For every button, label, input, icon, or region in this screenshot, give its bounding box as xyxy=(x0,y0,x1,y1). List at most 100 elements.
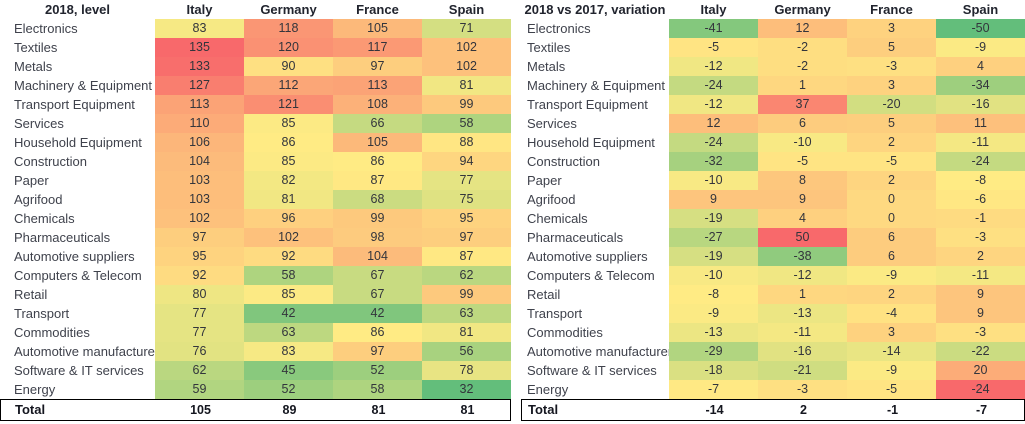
heatmap-cell[interactable]: -14 xyxy=(847,342,936,361)
row-label[interactable]: Metals xyxy=(527,59,566,74)
heatmap-cell[interactable]: 45 xyxy=(244,361,333,380)
heatmap-cell[interactable]: 118 xyxy=(244,19,333,38)
heatmap-cell[interactable]: 110 xyxy=(155,114,244,133)
row-label[interactable]: Textiles xyxy=(14,40,58,55)
heatmap-cell[interactable]: 77 xyxy=(155,323,244,342)
heatmap-cell[interactable]: 6 xyxy=(758,114,847,133)
row-label[interactable]: Retail xyxy=(527,287,561,302)
row-label[interactable]: Automotive suppliers xyxy=(527,249,648,264)
heatmap-cell[interactable]: 3 xyxy=(847,19,936,38)
heatmap-cell[interactable]: 94 xyxy=(422,152,511,171)
total-cell[interactable]: -14 xyxy=(705,403,724,417)
heatmap-cell[interactable]: 81 xyxy=(422,76,511,95)
heatmap-cell[interactable]: -10 xyxy=(758,133,847,152)
heatmap-cell[interactable]: 83 xyxy=(155,19,244,38)
heatmap-cell[interactable]: 85 xyxy=(244,152,333,171)
row-label[interactable]: Automotive suppliers xyxy=(14,249,135,264)
heatmap-cell[interactable]: 121 xyxy=(244,95,333,114)
row-label[interactable]: Construction xyxy=(527,154,600,169)
heatmap-cell[interactable]: -8 xyxy=(669,285,758,304)
heatmap-cell[interactable]: 77 xyxy=(155,304,244,323)
heatmap-cell[interactable]: 62 xyxy=(155,361,244,380)
heatmap-cell[interactable]: 9 xyxy=(758,190,847,209)
column-header-germany[interactable]: Germany xyxy=(774,2,831,17)
heatmap-cell[interactable]: 42 xyxy=(333,304,422,323)
heatmap-cell[interactable]: -20 xyxy=(847,95,936,114)
heatmap-cell[interactable]: 82 xyxy=(244,171,333,190)
row-label[interactable]: Computers & Telecom xyxy=(527,268,655,283)
heatmap-cell[interactable]: 4 xyxy=(936,57,1025,76)
heatmap-cell[interactable]: -32 xyxy=(669,152,758,171)
heatmap-cell[interactable]: -9 xyxy=(936,38,1025,57)
row-label[interactable]: Automotive manufacturers xyxy=(14,344,155,359)
heatmap-cell[interactable]: 5 xyxy=(847,38,936,57)
total-label[interactable]: Total xyxy=(15,402,46,417)
heatmap-cell[interactable]: 117 xyxy=(333,38,422,57)
heatmap-cell[interactable]: 67 xyxy=(333,285,422,304)
heatmap-cell[interactable]: 76 xyxy=(155,342,244,361)
column-header-france[interactable]: France xyxy=(356,2,399,17)
heatmap-cell[interactable]: 59 xyxy=(155,380,244,399)
heatmap-cell[interactable]: 2 xyxy=(847,133,936,152)
heatmap-cell[interactable]: 6 xyxy=(847,228,936,247)
heatmap-cell[interactable]: -13 xyxy=(758,304,847,323)
row-label[interactable]: Computers & Telecom xyxy=(14,268,142,283)
heatmap-cell[interactable]: 2 xyxy=(847,285,936,304)
row-label[interactable]: Pharmaceuticals xyxy=(527,230,624,245)
heatmap-cell[interactable]: 99 xyxy=(422,285,511,304)
row-label[interactable]: Transport xyxy=(14,306,70,321)
heatmap-cell[interactable]: -12 xyxy=(669,57,758,76)
heatmap-cell[interactable]: -11 xyxy=(936,266,1025,285)
heatmap-cell[interactable]: -10 xyxy=(669,171,758,190)
column-header-italy[interactable]: Italy xyxy=(700,2,727,17)
heatmap-cell[interactable]: 5 xyxy=(847,114,936,133)
heatmap-cell[interactable]: -5 xyxy=(847,380,936,399)
row-label[interactable]: Transport Equipment xyxy=(527,97,648,112)
heatmap-cell[interactable]: 133 xyxy=(155,57,244,76)
heatmap-cell[interactable]: -8 xyxy=(936,171,1025,190)
heatmap-cell[interactable]: -3 xyxy=(758,380,847,399)
heatmap-cell[interactable]: 66 xyxy=(333,114,422,133)
heatmap-cell[interactable]: 102 xyxy=(422,57,511,76)
heatmap-cell[interactable]: -5 xyxy=(669,38,758,57)
heatmap-cell[interactable]: 103 xyxy=(155,190,244,209)
heatmap-cell[interactable]: 32 xyxy=(422,380,511,399)
heatmap-cell[interactable]: 58 xyxy=(422,114,511,133)
heatmap-cell[interactable]: -16 xyxy=(936,95,1025,114)
heatmap-cell[interactable]: 104 xyxy=(333,247,422,266)
heatmap-cell[interactable]: 95 xyxy=(422,209,511,228)
row-label[interactable]: Metals xyxy=(14,59,53,74)
heatmap-cell[interactable]: -22 xyxy=(936,342,1025,361)
heatmap-cell[interactable]: -24 xyxy=(669,76,758,95)
heatmap-cell[interactable]: 96 xyxy=(244,209,333,228)
heatmap-cell[interactable]: -3 xyxy=(847,57,936,76)
heatmap-cell[interactable]: 12 xyxy=(758,19,847,38)
heatmap-cell[interactable]: -38 xyxy=(758,247,847,266)
heatmap-cell[interactable]: 78 xyxy=(422,361,511,380)
heatmap-cell[interactable]: 67 xyxy=(333,266,422,285)
heatmap-cell[interactable]: 97 xyxy=(155,228,244,247)
heatmap-cell[interactable]: -12 xyxy=(758,266,847,285)
row-label[interactable]: Paper xyxy=(14,173,49,188)
heatmap-cell[interactable]: 105 xyxy=(333,19,422,38)
row-label[interactable]: Construction xyxy=(14,154,87,169)
heatmap-cell[interactable]: 62 xyxy=(422,266,511,285)
heatmap-cell[interactable]: -3 xyxy=(936,228,1025,247)
heatmap-cell[interactable]: 20 xyxy=(936,361,1025,380)
heatmap-cell[interactable]: -4 xyxy=(847,304,936,323)
heatmap-cell[interactable]: 42 xyxy=(244,304,333,323)
heatmap-cell[interactable]: -9 xyxy=(669,304,758,323)
heatmap-cell[interactable]: 102 xyxy=(422,38,511,57)
heatmap-cell[interactable]: 120 xyxy=(244,38,333,57)
heatmap-cell[interactable]: 88 xyxy=(422,133,511,152)
heatmap-cell[interactable]: -11 xyxy=(936,133,1025,152)
heatmap-cell[interactable]: -50 xyxy=(936,19,1025,38)
heatmap-cell[interactable]: -16 xyxy=(758,342,847,361)
row-label[interactable]: Chemicals xyxy=(14,211,75,226)
column-header-spain[interactable]: Spain xyxy=(962,2,999,17)
heatmap-cell[interactable]: 81 xyxy=(244,190,333,209)
heatmap-cell[interactable]: 112 xyxy=(244,76,333,95)
row-label[interactable]: Automotive manufacturers xyxy=(527,344,669,359)
row-label[interactable]: Paper xyxy=(527,173,562,188)
heatmap-cell[interactable]: 8 xyxy=(758,171,847,190)
